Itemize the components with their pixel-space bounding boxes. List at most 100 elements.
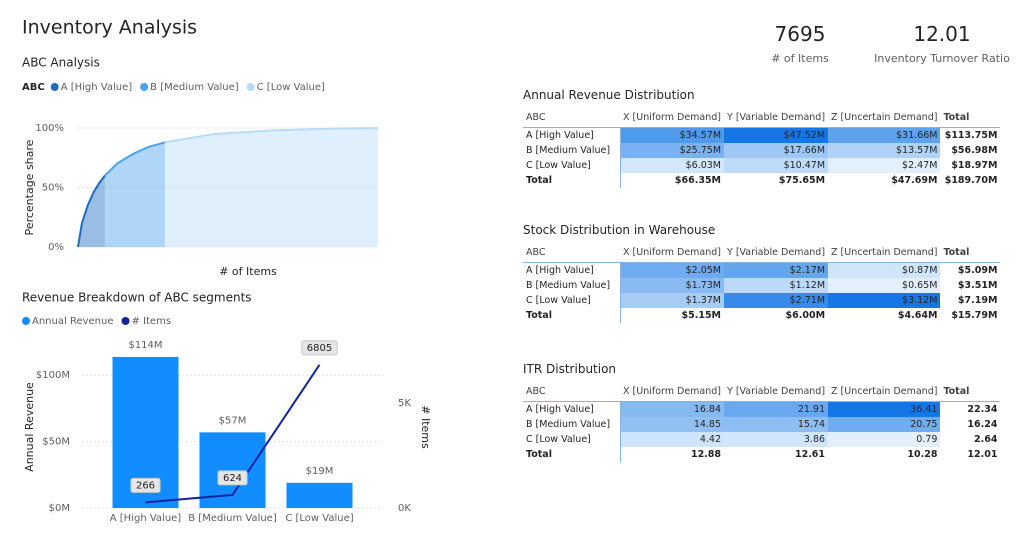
header-cell: X [Uniform Demand] [620, 107, 725, 128]
y-tick-label: $100M [36, 370, 70, 381]
header-cell: Y [Variable Demand] [724, 107, 829, 128]
table-cell: $13.57M [828, 143, 941, 158]
table-cell: $3.12M [828, 293, 941, 308]
table-cell: $1.12M [724, 278, 829, 293]
legend-marker [140, 83, 149, 91]
table-cell: $189.70M [944, 175, 998, 186]
header-cell: X [Uniform Demand] [620, 242, 725, 263]
header-cell: Y [Variable Demand] [724, 242, 829, 263]
data-label-bg [130, 477, 161, 493]
data-label: $57M [219, 415, 247, 426]
table-cell: Total [526, 449, 552, 460]
table-cell: B [Medium Value] [526, 280, 611, 291]
y2-axis-title: # Items [419, 405, 432, 449]
header-cell: ABC [523, 242, 620, 263]
table-cell: $2.05M [619, 262, 725, 278]
table-visual: ITR Distribution ABC X [Uniform Demand] Y [… [523, 362, 1001, 462]
table-cell: 12.88 [619, 447, 725, 462]
table-cell: $10.47M [724, 158, 829, 173]
table-cell: Total [526, 175, 552, 186]
table-row: B [Medium Value] 14.85 15.74 20.75 16.24 [523, 417, 1000, 432]
y-tick-label: $50M [42, 437, 70, 448]
table-cell: 22.34 [967, 404, 998, 415]
table-body: A [High Value] $2.05M $2.17M $0.87M $5.09M B … [523, 262, 1000, 323]
table-cell: B [Medium Value] [526, 145, 611, 156]
table-cell: $4.64M [897, 310, 938, 321]
kpi-value: 12.01 [913, 22, 971, 46]
header-row: ABC X [Uniform Demand] Y [Variable Demand]… [523, 242, 1001, 263]
table-cell: $113.75M [944, 130, 998, 141]
table-cell: 15.74 [724, 417, 829, 432]
table-cell: 21.91 [724, 401, 829, 417]
table-row: C [Low Value] 4.42 3.86 0.79 2.64 [523, 432, 1000, 447]
area [104, 142, 165, 247]
table-cell: 16.84 [619, 401, 725, 417]
legend-marker [246, 83, 255, 91]
data-label-bg [217, 470, 248, 486]
y-tick-label: 50% [42, 183, 64, 194]
y-tick-label: $0M [49, 503, 70, 514]
legend-title: ABC [22, 82, 45, 93]
table-cell: 2.64 [973, 434, 998, 445]
charts: Inventory Analysis ABC Analysis Revenue … [22, 17, 432, 524]
line [104, 141, 166, 177]
legend-marker [22, 317, 30, 325]
table-cell: 4.42 [619, 432, 725, 447]
x-tick-label: A [High Value] [110, 513, 182, 524]
table-cell: 3.86 [724, 432, 829, 447]
table-cell: $6.00M [785, 310, 826, 321]
table-cell: 20.75 [828, 417, 941, 432]
data-label: $114M [128, 340, 162, 351]
table-cell: C [Low Value] [526, 160, 591, 171]
chart-title: ABC Analysis [22, 56, 100, 70]
y2-tick-label: 0K [398, 503, 411, 514]
kpi-value: 7695 [774, 22, 826, 46]
legend-marker [121, 317, 130, 325]
table-cell: $1.37M [619, 293, 725, 308]
table: ABC X [Uniform Demand] Y [Variable Demand]… [523, 107, 1001, 188]
table-cell: $18.97M [951, 160, 998, 171]
table-visual: Stock Distribution in Warehouse ABC X [Uni… [523, 223, 1001, 323]
table-cell: C [Low Value] [526, 295, 591, 306]
table-row: C [Low Value] $1.37M $2.71M $3.12M $7.19M [523, 293, 1000, 308]
table-cell: A [High Value] [526, 265, 594, 276]
y2-tick-label: 5K [398, 398, 411, 409]
table-cell: 12.01 [967, 449, 998, 460]
table-cell: $6.03M [619, 158, 725, 173]
data-label: 6805 [301, 340, 338, 356]
header-cell: X [Uniform Demand] [620, 381, 725, 402]
data-label-bg [301, 340, 338, 356]
x-axis-title: # of Items [219, 265, 277, 278]
table-row: B [Medium Value] $1.73M $1.12M $0.65M $3.51M [523, 278, 1000, 293]
table-title: ITR Distribution [523, 362, 617, 376]
table-cell: $2.47M [828, 158, 941, 173]
header-cell: Z [Uncertain Demand] [828, 242, 941, 263]
table-cell: $2.17M [724, 262, 829, 278]
header-cell: Total [940, 107, 1001, 128]
table-cell: $56.98M [951, 145, 998, 156]
table-cell: A [High Value] [526, 130, 594, 141]
chart-title: Revenue Breakdown of ABC segments [22, 291, 252, 305]
table-cell: 10.28 [907, 449, 938, 460]
table-header: ABC X [Uniform Demand] Y [Variable Demand]… [523, 381, 1001, 402]
legend-label: C [Low Value] [257, 82, 325, 93]
line [164, 127, 379, 144]
legend-label: A [High Value] [61, 82, 133, 93]
table-cell: $47.52M [724, 127, 829, 143]
table-title: Stock Distribution in Warehouse [523, 223, 716, 237]
table-cell: $25.75M [619, 143, 725, 158]
total-row: Total $5.15M $6.00M $4.64M $15.79M [523, 308, 1000, 323]
table-cell: C [Low Value] [526, 434, 591, 445]
y-tick-label: 0% [48, 242, 64, 253]
table-cell: $7.19M [957, 295, 998, 306]
table-row: A [High Value] 16.84 21.91 36.41 22.34 [523, 401, 1000, 417]
table-row: C [Low Value] $6.03M $10.47M $2.47M $18.97M [523, 158, 1000, 173]
data-label: 624 [217, 470, 248, 486]
table-header: ABC X [Uniform Demand] Y [Variable Demand]… [523, 107, 1001, 128]
table-cell: $5.09M [957, 265, 998, 276]
table-row: A [High Value] $2.05M $2.17M $0.87M $5.09M [523, 262, 1000, 278]
table-cell: 0.79 [828, 432, 941, 447]
table-cell: $3.51M [957, 280, 998, 291]
table-cell: $0.65M [828, 278, 941, 293]
